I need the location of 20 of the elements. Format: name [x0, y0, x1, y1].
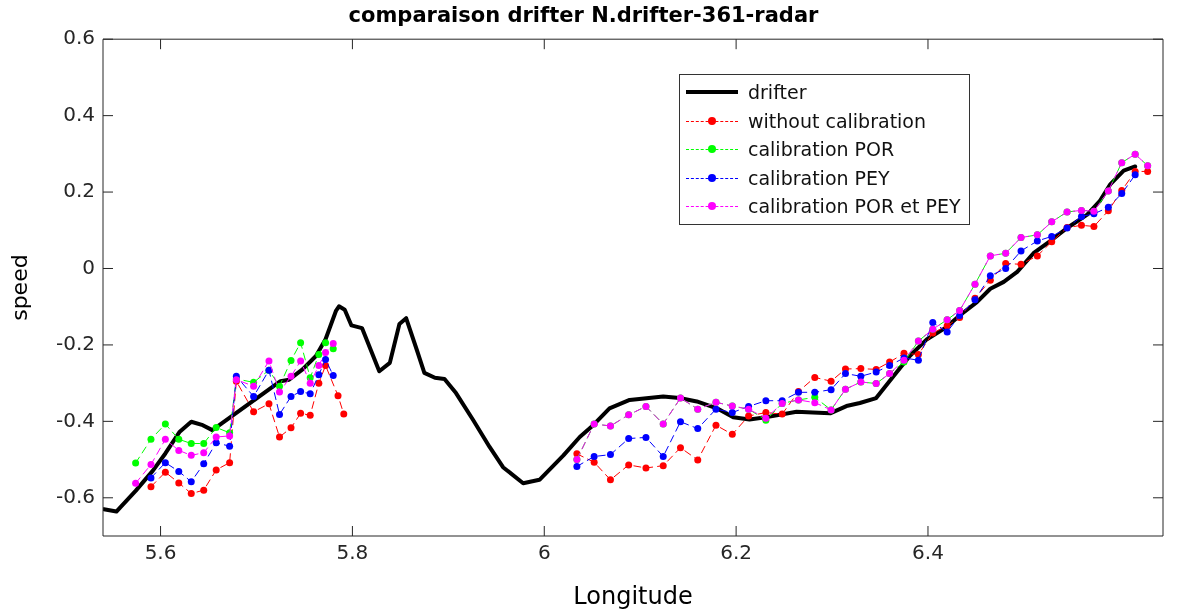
x-tick-label: 6 [537, 540, 551, 565]
legend-label: drifter [748, 80, 807, 106]
y-tick-label: 0.2 [63, 178, 95, 203]
y-tick-label: 0.6 [63, 25, 95, 50]
x-tick-label: 5.8 [336, 540, 369, 565]
y-tick-label: 0 [82, 254, 95, 279]
y-tick-label: 0.4 [63, 101, 95, 126]
y-tick-label: -0.6 [55, 483, 95, 508]
x-tick-label: 6.4 [912, 540, 944, 565]
x-axis-title: Longitude [573, 581, 693, 610]
legend-label: calibration POR et PEY [748, 194, 961, 220]
x-tick-label: 6.2 [720, 540, 753, 565]
x-tick-label: 5.6 [144, 540, 177, 565]
y-axis-title: speed [6, 254, 32, 321]
chart-title: comparaison drifter N.drifter-361-radar [348, 3, 820, 28]
legend-label: calibration PEY [748, 165, 890, 191]
y-tick-label: -0.2 [55, 331, 95, 356]
legend-label: calibration POR [748, 137, 895, 163]
legend-label: without calibration [748, 108, 927, 134]
y-tick-label: -0.4 [55, 407, 95, 432]
